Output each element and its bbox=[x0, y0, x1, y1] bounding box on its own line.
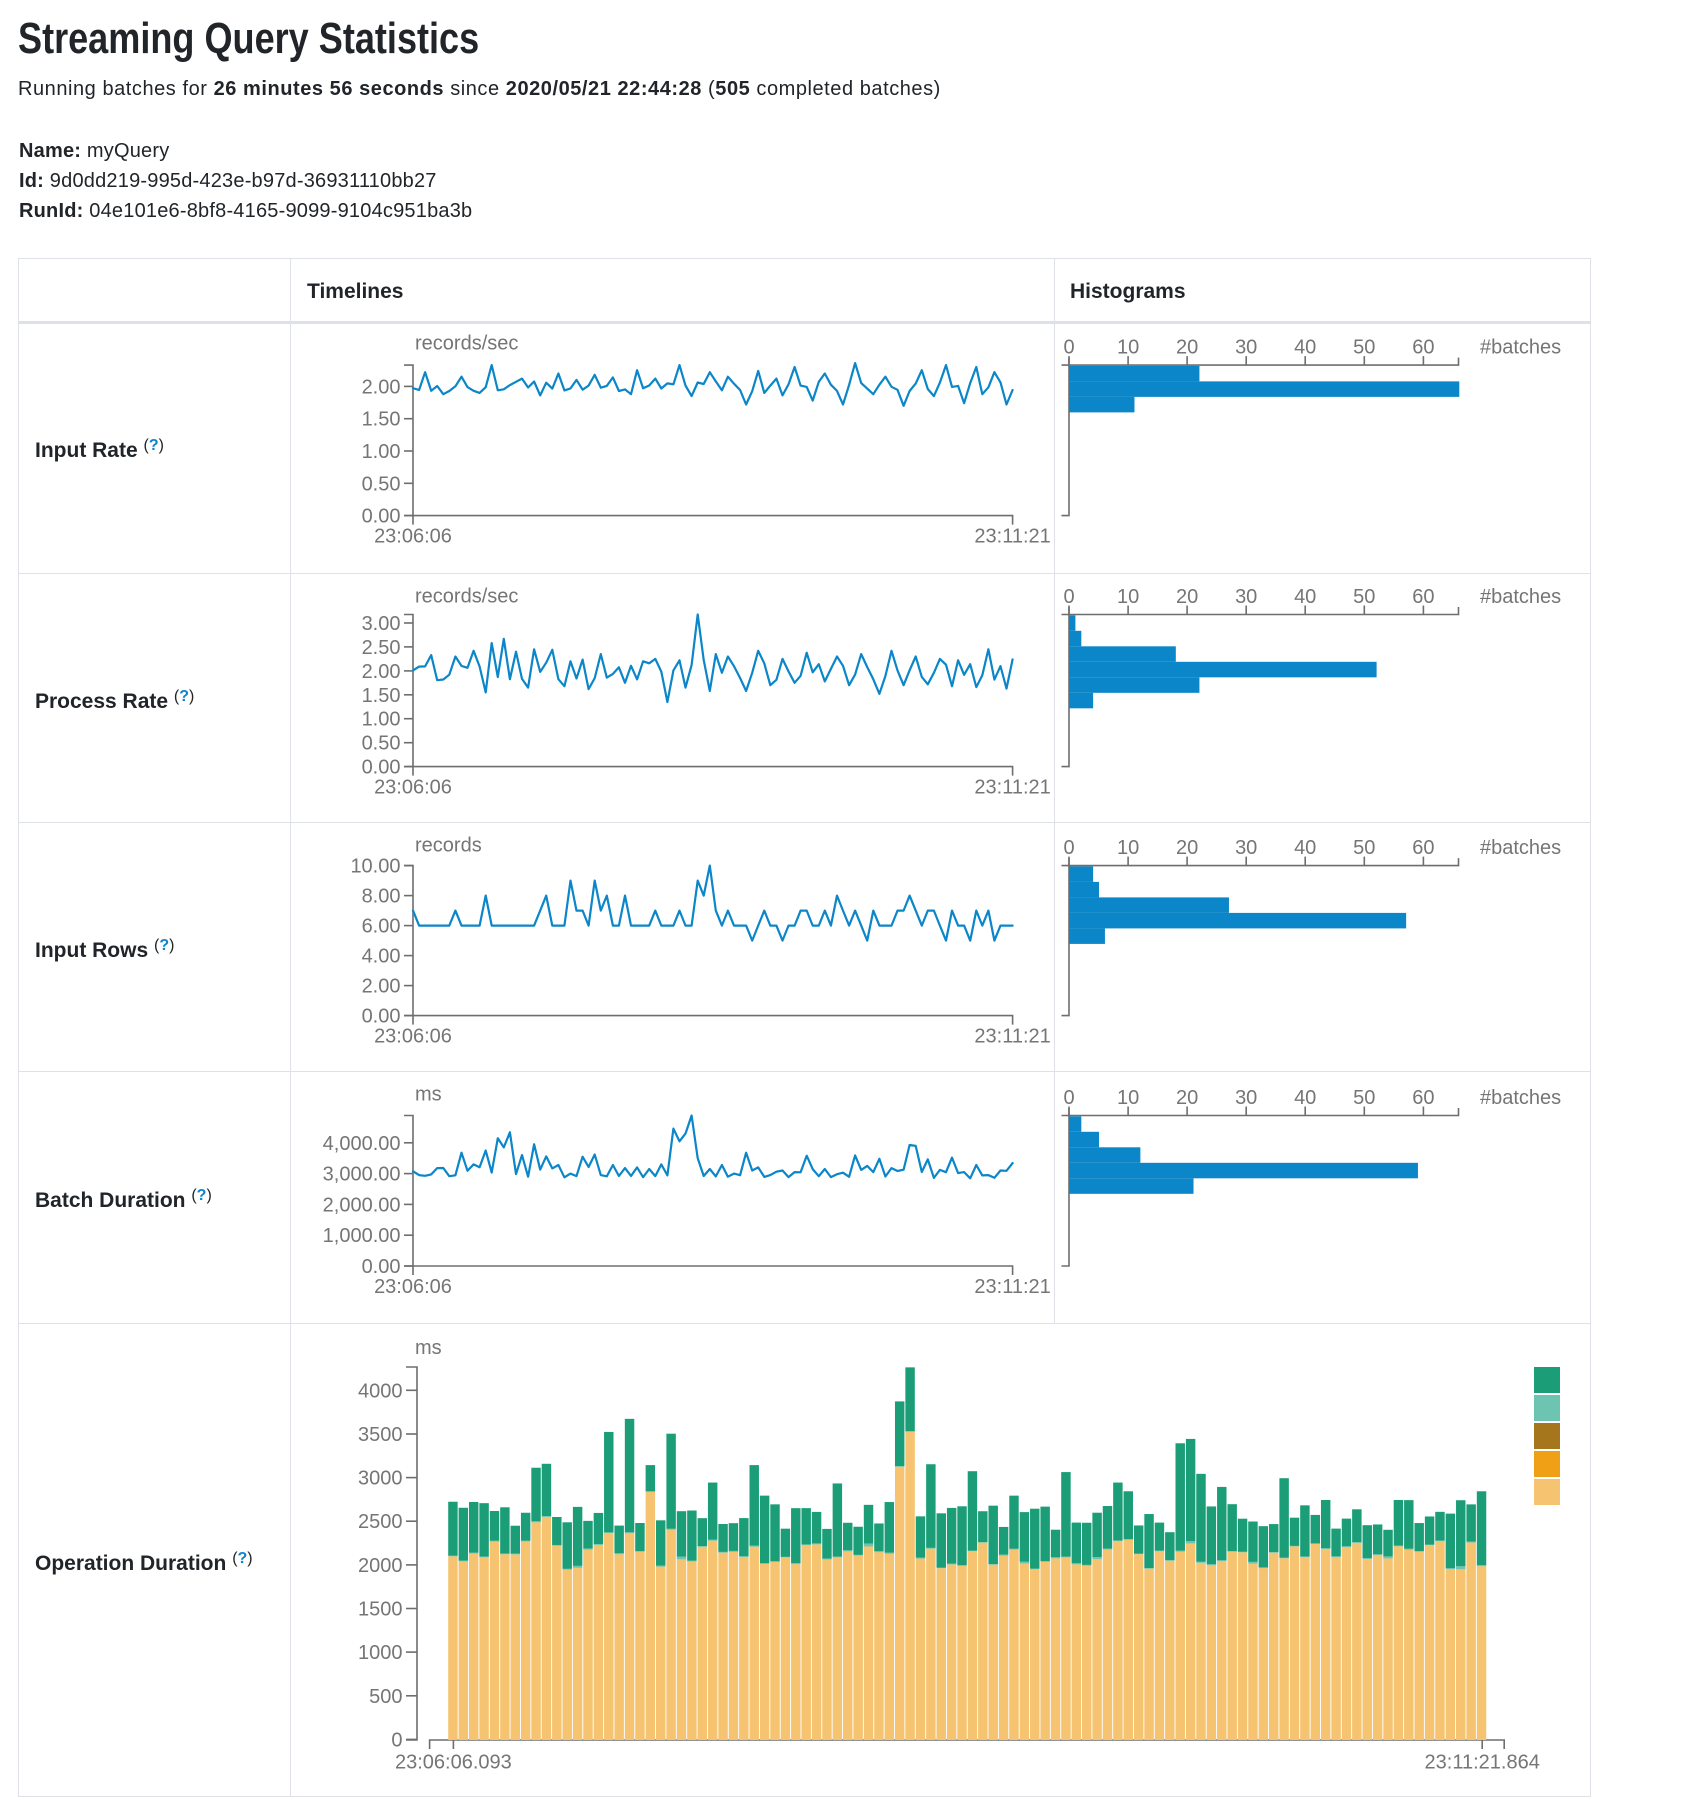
svg-text:60: 60 bbox=[1412, 337, 1434, 359]
svg-text:#batches: #batches bbox=[1480, 337, 1561, 359]
svg-text:10: 10 bbox=[1117, 1087, 1139, 1109]
svg-text:60: 60 bbox=[1412, 1087, 1434, 1109]
svg-text:10.00: 10.00 bbox=[350, 856, 400, 878]
svg-text:ms: ms bbox=[415, 1337, 442, 1359]
svg-text:0.00: 0.00 bbox=[362, 506, 401, 528]
svg-text:60: 60 bbox=[1412, 586, 1434, 608]
svg-text:ms: ms bbox=[415, 1084, 442, 1106]
svg-text:40: 40 bbox=[1294, 837, 1316, 859]
svg-text:8.00: 8.00 bbox=[362, 886, 401, 908]
svg-text:30: 30 bbox=[1235, 586, 1257, 608]
svg-text:0.00: 0.00 bbox=[362, 1256, 401, 1278]
svg-text:23:06:06: 23:06:06 bbox=[374, 1026, 452, 1048]
svg-text:3.00: 3.00 bbox=[362, 613, 401, 635]
svg-text:records/sec: records/sec bbox=[415, 333, 518, 355]
svg-text:1,000.00: 1,000.00 bbox=[323, 1225, 401, 1247]
svg-text:0: 0 bbox=[1063, 337, 1074, 359]
svg-text:50: 50 bbox=[1353, 337, 1375, 359]
svg-text:40: 40 bbox=[1294, 1087, 1316, 1109]
svg-text:0.50: 0.50 bbox=[362, 473, 401, 495]
svg-text:23:06:06.093: 23:06:06.093 bbox=[395, 1752, 512, 1774]
svg-text:40: 40 bbox=[1294, 337, 1316, 359]
svg-text:0: 0 bbox=[1063, 1087, 1074, 1109]
svg-text:10: 10 bbox=[1117, 337, 1139, 359]
svg-text:10: 10 bbox=[1117, 837, 1139, 859]
svg-text:0.00: 0.00 bbox=[362, 1006, 401, 1028]
svg-text:23:11:21: 23:11:21 bbox=[974, 1276, 1050, 1298]
svg-text:23:11:21.864: 23:11:21.864 bbox=[1425, 1752, 1540, 1774]
svg-text:0: 0 bbox=[1063, 586, 1074, 608]
svg-text:2.00: 2.00 bbox=[362, 976, 401, 998]
svg-text:20: 20 bbox=[1176, 586, 1198, 608]
svg-text:records/sec: records/sec bbox=[415, 586, 518, 608]
svg-text:23:11:21: 23:11:21 bbox=[974, 1026, 1050, 1048]
svg-text:0.00: 0.00 bbox=[362, 757, 401, 779]
svg-text:2500: 2500 bbox=[358, 1511, 403, 1533]
svg-text:30: 30 bbox=[1235, 837, 1257, 859]
svg-text:20: 20 bbox=[1176, 837, 1198, 859]
svg-text:2.50: 2.50 bbox=[362, 637, 401, 659]
svg-text:50: 50 bbox=[1353, 837, 1375, 859]
svg-text:#batches: #batches bbox=[1480, 1087, 1561, 1109]
svg-text:2,000.00: 2,000.00 bbox=[323, 1194, 401, 1216]
svg-text:30: 30 bbox=[1235, 337, 1257, 359]
svg-text:20: 20 bbox=[1176, 337, 1198, 359]
svg-text:3,000.00: 3,000.00 bbox=[323, 1164, 401, 1186]
svg-text:500: 500 bbox=[369, 1686, 402, 1708]
svg-text:1.50: 1.50 bbox=[362, 685, 401, 707]
svg-text:#batches: #batches bbox=[1480, 586, 1561, 608]
svg-text:3000: 3000 bbox=[358, 1468, 403, 1490]
svg-text:2.00: 2.00 bbox=[362, 376, 401, 398]
svg-text:1.00: 1.00 bbox=[362, 441, 401, 463]
svg-text:50: 50 bbox=[1353, 586, 1375, 608]
svg-text:1000: 1000 bbox=[358, 1642, 403, 1664]
svg-text:20: 20 bbox=[1176, 1087, 1198, 1109]
svg-text:23:06:06: 23:06:06 bbox=[374, 526, 452, 548]
svg-text:0.50: 0.50 bbox=[362, 733, 401, 755]
svg-text:60: 60 bbox=[1412, 837, 1434, 859]
svg-text:23:06:06: 23:06:06 bbox=[374, 1276, 452, 1298]
svg-text:2000: 2000 bbox=[358, 1555, 403, 1577]
svg-text:1.00: 1.00 bbox=[362, 709, 401, 731]
svg-text:0: 0 bbox=[391, 1729, 402, 1751]
svg-text:4.00: 4.00 bbox=[362, 946, 401, 968]
svg-text:4000: 4000 bbox=[358, 1380, 403, 1402]
svg-text:6.00: 6.00 bbox=[362, 916, 401, 938]
svg-text:23:11:21: 23:11:21 bbox=[974, 777, 1050, 799]
svg-text:#batches: #batches bbox=[1480, 837, 1561, 859]
svg-text:50: 50 bbox=[1353, 1087, 1375, 1109]
svg-text:1500: 1500 bbox=[358, 1599, 403, 1621]
svg-text:3500: 3500 bbox=[358, 1424, 403, 1446]
svg-text:10: 10 bbox=[1117, 586, 1139, 608]
svg-text:0: 0 bbox=[1063, 837, 1074, 859]
svg-text:23:11:21: 23:11:21 bbox=[974, 526, 1050, 548]
svg-text:records: records bbox=[415, 835, 482, 857]
svg-text:1.50: 1.50 bbox=[362, 409, 401, 431]
svg-text:4,000.00: 4,000.00 bbox=[323, 1133, 401, 1155]
svg-text:2.00: 2.00 bbox=[362, 661, 401, 683]
svg-text:23:06:06: 23:06:06 bbox=[374, 777, 452, 799]
svg-text:40: 40 bbox=[1294, 586, 1316, 608]
svg-text:30: 30 bbox=[1235, 1087, 1257, 1109]
